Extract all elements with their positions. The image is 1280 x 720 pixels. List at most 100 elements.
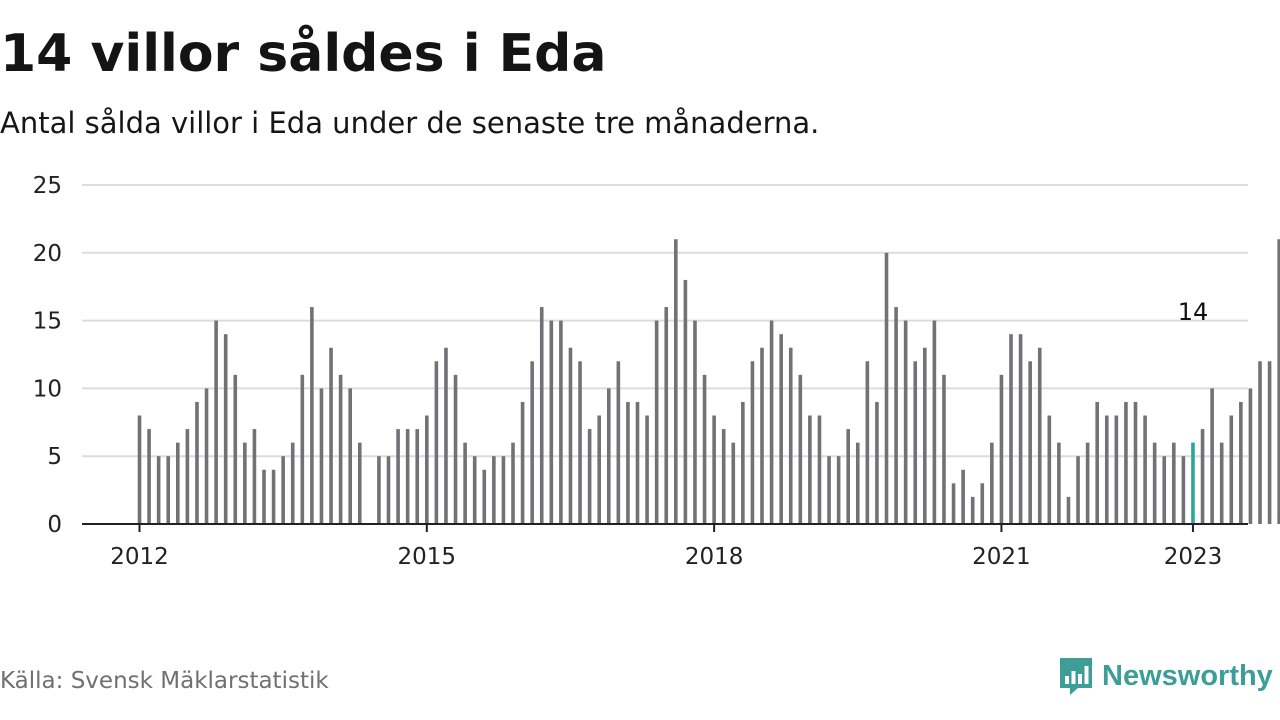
y-tick-label: 15 bbox=[33, 309, 62, 335]
bar bbox=[396, 429, 400, 524]
bar bbox=[884, 252, 889, 525]
bar bbox=[195, 401, 199, 524]
bar bbox=[1239, 401, 1243, 524]
x-axis-tick-labels: 2012 2015 2018 2021 2023 bbox=[110, 524, 1222, 570]
bar bbox=[578, 361, 582, 524]
bar bbox=[788, 347, 793, 524]
bar bbox=[1229, 415, 1234, 524]
bar bbox=[750, 361, 755, 524]
bar bbox=[654, 320, 659, 524]
bar bbox=[903, 320, 908, 524]
bar bbox=[817, 415, 822, 524]
bar bbox=[185, 429, 190, 524]
bar bbox=[204, 388, 209, 524]
bar bbox=[147, 429, 151, 524]
bar bbox=[1143, 415, 1147, 524]
bar bbox=[1009, 334, 1013, 524]
bar bbox=[1267, 361, 1272, 524]
bar bbox=[626, 401, 630, 524]
bar bbox=[252, 429, 257, 524]
bar bbox=[587, 429, 592, 524]
bar bbox=[779, 334, 783, 524]
bar bbox=[760, 347, 764, 524]
bar bbox=[137, 415, 142, 524]
newsworthy-logo-icon bbox=[1060, 658, 1092, 695]
bar-chart: 0 5 10 15 20 25 2012 2015 2018 2021 2023 14 bbox=[33, 173, 1280, 570]
bar bbox=[1258, 361, 1262, 524]
bar bbox=[1181, 456, 1186, 524]
bar bbox=[970, 496, 975, 524]
bar bbox=[1219, 442, 1224, 524]
brand-name: Newsworthy bbox=[1102, 659, 1273, 692]
bar bbox=[827, 456, 831, 524]
bar bbox=[559, 320, 563, 524]
bar bbox=[1057, 442, 1061, 524]
bar bbox=[606, 388, 611, 524]
bar bbox=[568, 347, 573, 524]
bar bbox=[683, 279, 688, 524]
bar bbox=[741, 401, 745, 524]
x-tick-label: 2023 bbox=[1164, 544, 1223, 570]
bar bbox=[1162, 456, 1167, 524]
bar bbox=[597, 415, 601, 524]
value-labels: 14 bbox=[1178, 298, 1209, 326]
bar bbox=[1200, 429, 1205, 524]
bar bbox=[290, 442, 295, 524]
bar bbox=[377, 456, 381, 524]
bar bbox=[721, 429, 726, 524]
bar bbox=[281, 456, 285, 524]
bar bbox=[243, 442, 247, 524]
bar bbox=[1104, 415, 1109, 524]
bar bbox=[693, 320, 697, 524]
bar bbox=[1277, 239, 1280, 524]
bar bbox=[338, 374, 343, 524]
y-tick-label: 5 bbox=[47, 444, 62, 470]
bar bbox=[463, 442, 467, 524]
bar bbox=[1152, 442, 1157, 524]
bar bbox=[530, 361, 534, 524]
bar bbox=[472, 456, 477, 524]
bar bbox=[549, 320, 554, 524]
bar bbox=[1066, 496, 1071, 524]
bar bbox=[1076, 456, 1080, 524]
bar bbox=[271, 469, 276, 524]
bar bbox=[214, 320, 218, 524]
bar bbox=[357, 442, 362, 524]
bar bbox=[1114, 415, 1119, 524]
y-tick-label: 0 bbox=[47, 512, 62, 538]
bar bbox=[386, 456, 391, 524]
bar bbox=[1133, 401, 1138, 524]
bar bbox=[415, 429, 420, 524]
bar bbox=[674, 239, 678, 524]
brand-logo[interactable]: Newsworthy bbox=[1058, 655, 1273, 697]
bar bbox=[166, 456, 171, 524]
bar bbox=[702, 374, 707, 524]
bar bbox=[539, 307, 544, 524]
y-tick-label: 20 bbox=[33, 241, 62, 267]
y-tick-label: 25 bbox=[33, 173, 62, 199]
chart-subtitle: Antal sålda villor i Eda under de senast… bbox=[0, 106, 820, 140]
x-tick-label: 2018 bbox=[685, 544, 744, 570]
x-tick-label: 2015 bbox=[398, 544, 457, 570]
x-tick-label: 2021 bbox=[972, 544, 1031, 570]
bar bbox=[951, 483, 956, 524]
bar bbox=[664, 307, 669, 524]
bar bbox=[425, 415, 429, 524]
y-tick-label: 10 bbox=[33, 376, 62, 402]
bar bbox=[511, 442, 515, 524]
bar bbox=[990, 442, 994, 524]
bar bbox=[444, 347, 448, 524]
bar bbox=[1028, 361, 1032, 524]
bar bbox=[712, 415, 716, 524]
bar bbox=[492, 456, 496, 524]
bar bbox=[798, 374, 803, 524]
bar bbox=[453, 374, 458, 524]
bar bbox=[1248, 388, 1253, 524]
bar bbox=[769, 320, 774, 524]
bar bbox=[1095, 401, 1099, 524]
bar bbox=[1085, 442, 1090, 524]
bar bbox=[731, 442, 736, 524]
bars bbox=[137, 239, 1280, 525]
bar bbox=[635, 401, 640, 524]
highlight-bar bbox=[1191, 442, 1195, 524]
